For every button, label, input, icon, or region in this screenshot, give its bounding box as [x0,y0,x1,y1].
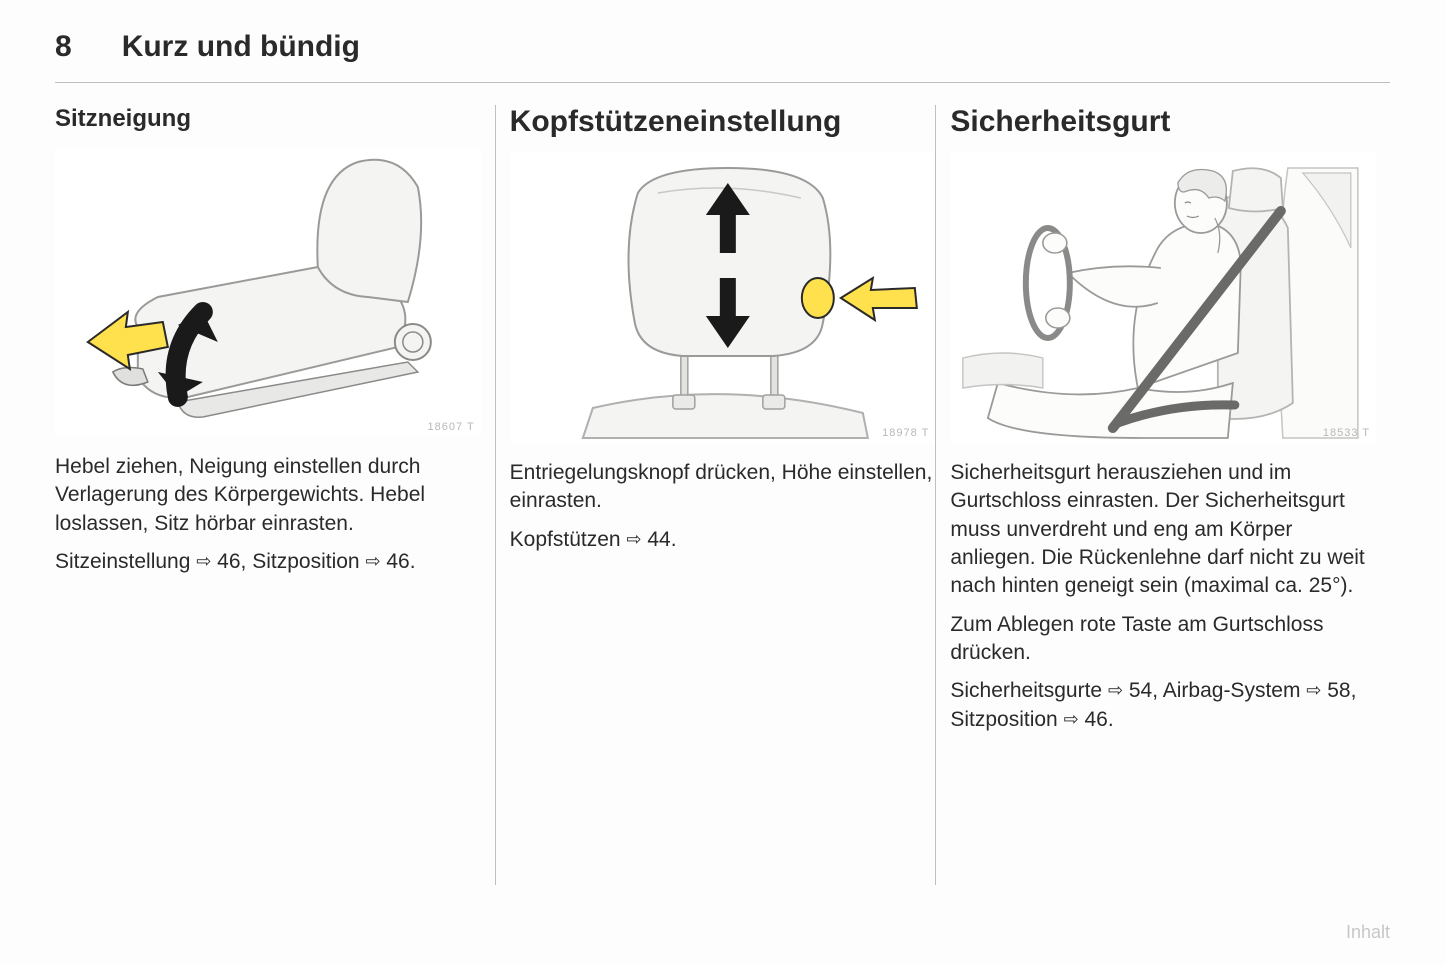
figure-label: 18978 T [882,427,929,439]
col2-paragraph-2: Kopfstützen ⇨ 44. [510,526,936,554]
col2-title: Kopfstützeneinstellung [510,105,936,139]
text: Sicherheitsgurte [950,679,1108,702]
ref-arrow-icon: ⇨ [1108,678,1123,702]
text: 54, Airbag-System [1123,679,1306,702]
col1-title: Sitzneigung [55,105,481,133]
text: 46. [1079,708,1114,731]
col1-paragraph-1: Hebel ziehen, Neigung einstellen durch V… [55,453,481,538]
content-columns: Sitzneigung 18607 T [55,105,1390,885]
text: 46. [381,550,416,573]
text: 44. [642,528,677,551]
column-sitzneigung: Sitzneigung 18607 T [55,105,495,885]
seatbelt-illustration [950,153,1376,443]
figure-seat-tilt: 18607 T [55,147,481,437]
column-sicherheitsgurt: Sicherheitsgurt [936,105,1390,885]
figure-label: 18533 T [1323,427,1370,439]
seat-tilt-illustration [55,147,481,437]
page-header: 8 Kurz und bündig [55,30,1390,83]
column-kopfstuetze: Kopfstützeneinstellung [496,105,936,885]
chapter-title: Kurz und bündig [122,30,360,64]
col3-paragraph-1: Sicherheitsgurt herausziehen und im Gurt… [950,459,1376,601]
figure-seatbelt: 18533 T [950,153,1376,443]
col3-paragraph-2: Zum Ablegen rote Taste am Gurt­schloss d… [950,611,1376,668]
ref-arrow-icon: ⇨ [626,527,641,551]
text: Sitzeinstellung [55,550,196,573]
ref-arrow-icon: ⇨ [365,549,380,573]
col2-paragraph-1: Entriegelungsknopf drücken, Höhe einstel… [510,459,936,516]
headrest-illustration [510,153,936,443]
ref-arrow-icon: ⇨ [1306,678,1321,702]
col3-paragraph-3: Sicherheitsgurte ⇨ 54, Airbag-System ⇨ 5… [950,677,1376,734]
col3-title: Sicherheitsgurt [950,105,1376,139]
col1-paragraph-2: Sitzeinstellung ⇨ 46, Sitzposition ⇨ 46. [55,548,481,576]
figure-headrest: 18978 T [510,153,936,443]
text: 46, Sitzposition [211,550,365,573]
footer-link: Inhalt [1346,922,1390,943]
text: Kopfstützen [510,528,627,551]
ref-arrow-icon: ⇨ [196,549,211,573]
ref-arrow-icon: ⇨ [1064,707,1079,731]
figure-label: 18607 T [428,421,475,433]
page-number: 8 [55,30,72,64]
